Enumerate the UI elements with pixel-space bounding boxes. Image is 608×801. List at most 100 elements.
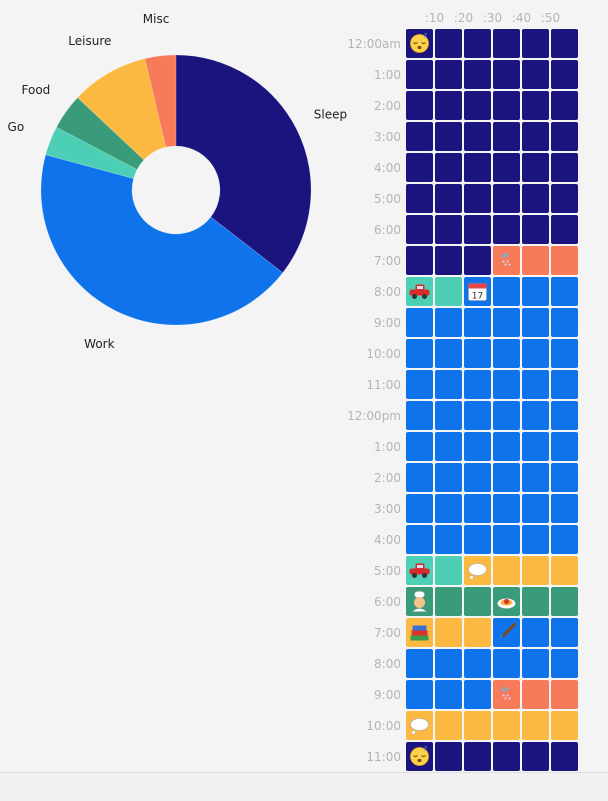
time-cell-sleep <box>551 742 578 771</box>
time-cell-work <box>464 494 491 523</box>
time-cell-go <box>435 556 462 585</box>
time-cell-work <box>551 494 578 523</box>
thought-bubble-icon <box>410 718 429 735</box>
hour-tick-label: 5:00 <box>374 192 401 206</box>
time-cell-work <box>551 525 578 554</box>
time-cell-sleep <box>522 60 549 89</box>
time-cell-work <box>493 277 520 306</box>
time-cell-work <box>435 680 462 709</box>
pie-slice-food <box>56 97 145 170</box>
time-cell-sleep <box>435 153 462 182</box>
pie-label-sleep: Sleep <box>314 107 347 121</box>
pie-slice-sleep <box>175 54 312 274</box>
time-cell-sleep <box>406 122 433 151</box>
time-cell-go <box>435 277 462 306</box>
time-cell-work <box>522 649 549 678</box>
time-cell-sleep <box>551 60 578 89</box>
time-cell-sleep <box>493 91 520 120</box>
time-cell-food <box>464 587 491 616</box>
hour-tick-label: 11:00 <box>366 378 401 392</box>
time-cell-work <box>406 308 433 337</box>
time-cell-work <box>493 308 520 337</box>
hour-tick-label: 12:00am <box>347 37 401 51</box>
sleeping-face-icon: z <box>410 745 429 766</box>
pie-label-leisure: Leisure <box>68 34 111 48</box>
time-cell-sleep <box>522 91 549 120</box>
footer-bar <box>0 773 608 801</box>
time-cell-sleep <box>493 122 520 151</box>
pie-label-work: Work <box>84 337 114 351</box>
time-cell-sleep <box>551 91 578 120</box>
time-cell-work <box>551 649 578 678</box>
hour-tick-label: 2:00 <box>374 99 401 113</box>
hour-tick-label: 10:00 <box>366 719 401 733</box>
time-cell-work <box>464 525 491 554</box>
time-cell-sleep <box>551 29 578 58</box>
time-cell-work <box>435 339 462 368</box>
svg-text:z: z <box>424 745 428 753</box>
hour-tick-label: 11:00 <box>366 750 401 764</box>
thought-bubble-icon <box>468 563 487 580</box>
time-cell-work <box>493 494 520 523</box>
time-cell-work <box>551 370 578 399</box>
time-cell-sleep <box>551 122 578 151</box>
hour-tick-label: 9:00 <box>374 316 401 330</box>
time-cell-sleep <box>551 153 578 182</box>
books-icon <box>410 625 429 641</box>
time-cell-work <box>522 308 549 337</box>
time-cell-work <box>522 370 549 399</box>
time-cell-work <box>551 401 578 430</box>
hour-tick-label: 10:00 <box>366 347 401 361</box>
time-cell-work <box>522 618 549 647</box>
svg-text:17: 17 <box>472 292 483 302</box>
hour-tick-label: 9:00 <box>374 688 401 702</box>
time-cell-sleep <box>522 742 549 771</box>
time-cell-work <box>435 432 462 461</box>
time-cell-work <box>406 432 433 461</box>
time-cell-sleep <box>435 122 462 151</box>
time-cell-sleep <box>522 184 549 213</box>
time-cell-sleep <box>435 246 462 275</box>
time-cell-misc <box>551 246 578 275</box>
time-cell-sleep <box>406 215 433 244</box>
hour-tick-label: 4:00 <box>374 533 401 547</box>
pie-label-go: Go <box>8 120 25 134</box>
time-cell-sleep <box>493 29 520 58</box>
shower-icon <box>500 252 511 266</box>
time-cell-leisure <box>464 618 491 647</box>
time-cell-work <box>493 432 520 461</box>
time-cell-leisure <box>493 556 520 585</box>
time-cell-work <box>551 618 578 647</box>
time-cell-work <box>551 432 578 461</box>
time-cell-sleep <box>406 91 433 120</box>
time-cell-leisure <box>522 556 549 585</box>
time-cell-work <box>464 339 491 368</box>
cook-icon <box>411 591 428 612</box>
time-cell-work <box>435 649 462 678</box>
time-cell-work <box>406 680 433 709</box>
minute-tick-label: :10 <box>425 11 444 25</box>
time-cell-work <box>493 339 520 368</box>
time-cell-work <box>493 370 520 399</box>
time-cell-sleep <box>435 91 462 120</box>
daily-time-grid: :10:20:30:40:50 12:00am 1:00 2:00 3:00 4:00 5:… <box>340 0 608 775</box>
time-cell-sleep <box>435 60 462 89</box>
time-cell-leisure <box>493 711 520 740</box>
time-cell-work <box>435 463 462 492</box>
time-cell-work <box>406 649 433 678</box>
minute-tick-label: :20 <box>454 11 473 25</box>
time-cell-sleep <box>522 29 549 58</box>
time-cell-sleep <box>464 246 491 275</box>
time-cell-leisure <box>551 556 578 585</box>
time-cell-leisure <box>522 711 549 740</box>
time-cell-work <box>522 494 549 523</box>
time-cell-sleep <box>522 215 549 244</box>
time-cell-sleep <box>464 215 491 244</box>
time-cell-work <box>551 277 578 306</box>
time-cell-sleep <box>464 29 491 58</box>
time-cell-work <box>435 370 462 399</box>
sleeping-face-icon: z <box>410 32 429 53</box>
minute-tick-label: :50 <box>541 11 560 25</box>
time-cell-misc <box>493 246 520 275</box>
time-cell-sleep <box>493 184 520 213</box>
